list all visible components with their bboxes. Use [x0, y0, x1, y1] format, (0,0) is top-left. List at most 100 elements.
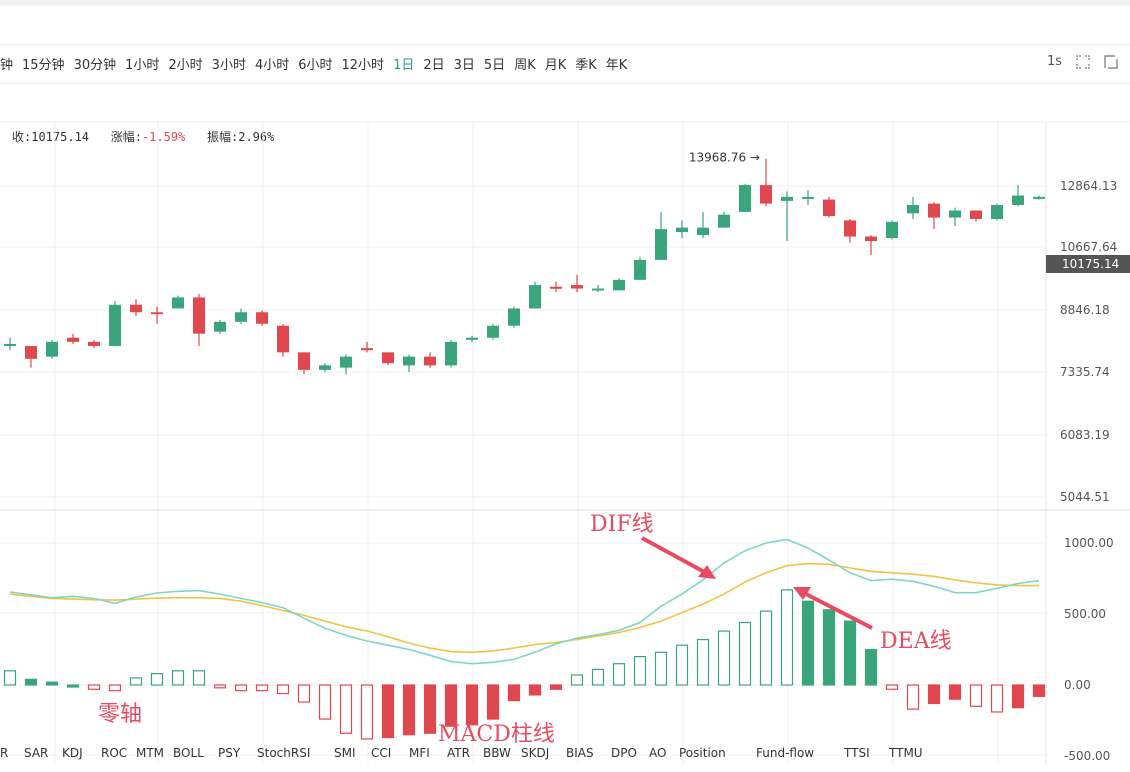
- candle-body: [613, 279, 625, 291]
- timeframe-tab[interactable]: 1小时: [125, 58, 160, 73]
- macd-bar: [255, 684, 269, 692]
- indicator-tab[interactable]: CCI: [371, 746, 392, 760]
- timeframe-tab[interactable]: 4小时: [254, 58, 290, 73]
- close-value: 10175.14: [31, 130, 90, 144]
- indicator-tab[interactable]: MTM: [136, 746, 165, 760]
- candle-body: [25, 346, 37, 359]
- candle-body: [571, 285, 583, 289]
- candle-body: [298, 352, 310, 370]
- indicator-tab[interactable]: BBW: [483, 746, 511, 760]
- indicator-tab[interactable]: ATR: [447, 746, 470, 760]
- candle-body: [256, 312, 268, 324]
- macd-bar: [864, 648, 878, 686]
- macd-bar: [276, 684, 290, 695]
- timeframe-tab[interactable]: 5日: [483, 58, 506, 73]
- indicator-tab[interactable]: SKDJ: [521, 746, 550, 760]
- macd-bar: [423, 684, 437, 734]
- macd-bar: [654, 651, 668, 686]
- candle-body: [865, 236, 877, 242]
- macd-bar: [213, 684, 227, 689]
- macd-bar: [465, 684, 479, 726]
- timeframe-tab[interactable]: 年K: [605, 58, 628, 73]
- macd-bar: [591, 668, 605, 686]
- macd-bar: [507, 684, 521, 702]
- macd-bar: [171, 670, 185, 686]
- timeframe-tab[interactable]: 15分钟: [22, 58, 65, 73]
- macd-bar: [444, 684, 458, 727]
- timeframe-tab[interactable]: 30分钟: [73, 58, 117, 73]
- candle-body: [697, 227, 709, 236]
- timeframe-tab[interactable]: 季K: [575, 58, 597, 73]
- timeframe-tab[interactable]: 1日: [393, 58, 415, 73]
- macd-bar: [87, 684, 101, 690]
- indicator-tab[interactable]: BOLL: [173, 746, 204, 760]
- dea-line: [9, 562, 1039, 654]
- macd-bar: [129, 677, 143, 686]
- timeframe-tab[interactable]: 钟: [0, 58, 14, 73]
- timeframe-tab[interactable]: 2小时: [168, 58, 203, 73]
- indicator-tab[interactable]: Fund-flow: [756, 746, 815, 760]
- interval-selector[interactable]: 1s: [1046, 54, 1062, 69]
- candle-body: [445, 341, 457, 366]
- timeframe-tab[interactable]: 12小时: [341, 58, 385, 73]
- macd-bar: [885, 684, 899, 690]
- indicator-tab[interactable]: BIAS: [566, 746, 594, 760]
- macd-bar: [738, 621, 752, 686]
- macd-bar: [990, 684, 1004, 713]
- dif-arrow-head: [698, 565, 716, 579]
- fullscreen-icon[interactable]: [1076, 54, 1090, 69]
- macd-bar: [570, 674, 584, 686]
- candle-body: [718, 214, 730, 228]
- high-price-marker: 13968.76 →: [689, 151, 760, 165]
- macd-bar: [528, 684, 542, 696]
- indicator-tab[interactable]: DPO: [611, 746, 637, 760]
- candle-body: [907, 204, 919, 214]
- candle-body: [67, 337, 79, 342]
- candle-body: [4, 343, 16, 346]
- macd-bar: [801, 600, 815, 686]
- candle-body: [340, 356, 352, 368]
- candle-body: [172, 297, 184, 309]
- candle-body: [886, 221, 898, 239]
- macd-bar: [675, 644, 689, 686]
- timeframe-tab[interactable]: 6小时: [298, 58, 333, 73]
- timeframe-tab[interactable]: 周K: [514, 58, 536, 73]
- timeframe-tab[interactable]: 3小时: [211, 58, 246, 73]
- indicator-tab[interactable]: MFI: [409, 746, 430, 760]
- indicator-tab[interactable]: ROC: [101, 746, 128, 760]
- macd-bar: [45, 681, 59, 686]
- dea-arrow-head: [793, 587, 811, 600]
- macd-bar: [780, 589, 794, 686]
- indicator-tab[interactable]: SAR: [24, 746, 49, 760]
- timeframe-tab[interactable]: 月K: [544, 58, 567, 73]
- candle-body: [46, 341, 58, 357]
- indicator-tab[interactable]: R: [0, 746, 9, 760]
- indicator-tab[interactable]: AO: [649, 746, 667, 760]
- capture-icon[interactable]: [1104, 54, 1118, 69]
- candle-body: [592, 288, 604, 291]
- macd-bar: [1032, 684, 1046, 697]
- candle-body: [781, 196, 793, 201]
- macd-bar: [297, 684, 311, 703]
- price-info: 收:10175.14 涨幅:-1.59% 振幅:2.96%: [12, 128, 274, 145]
- indicator-tab[interactable]: PSY: [218, 746, 241, 760]
- macd-bar: [381, 684, 395, 739]
- candle-body: [361, 348, 373, 351]
- timeframe-tab[interactable]: 3日: [453, 58, 475, 73]
- indicator-tab[interactable]: StochRSI: [257, 746, 311, 760]
- candle-body: [844, 220, 856, 237]
- dif-arrow-shaft: [641, 536, 709, 576]
- indicator-tab[interactable]: TTSI: [844, 746, 870, 760]
- macd-bar: [66, 684, 80, 688]
- zero-axis-annotation: 零轴: [98, 702, 143, 727]
- candle-body: [214, 321, 226, 332]
- candle-body: [508, 308, 520, 326]
- timeframe-tab[interactable]: 2日: [423, 58, 445, 73]
- indicator-tab[interactable]: Position: [679, 746, 726, 760]
- browser-strip: [0, 0, 1130, 6]
- indicator-tab[interactable]: SMI: [334, 746, 356, 760]
- price-tick-label: 10667.64: [1060, 240, 1117, 254]
- indicator-tab[interactable]: KDJ: [62, 746, 83, 760]
- indicator-tab[interactable]: TTMU: [889, 746, 923, 760]
